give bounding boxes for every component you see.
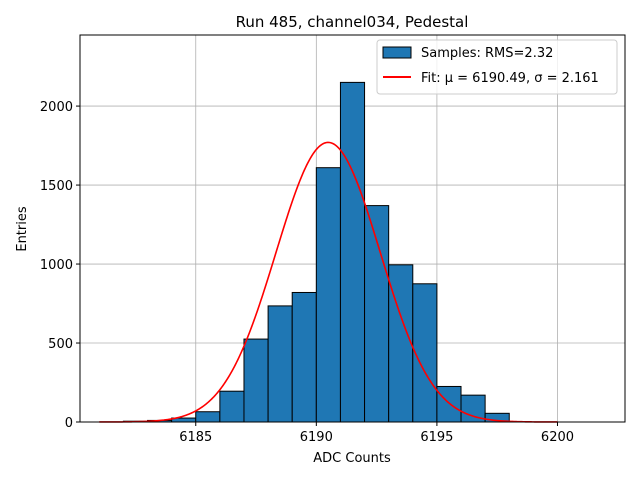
legend-box	[376, 39, 618, 95]
legend-fit-label: Fit: μ = 6190.49, σ = 2.161	[421, 71, 599, 86]
y-tick-label: 1000	[40, 258, 73, 273]
plot-frame	[79, 34, 626, 423]
fit-curve	[99, 141, 558, 423]
histogram-bar	[195, 411, 221, 423]
y-axis-label: Entries	[15, 206, 30, 252]
histogram-bar	[219, 390, 245, 423]
chart-title: Run 485, channel034, Pedestal	[236, 13, 469, 31]
histogram-bar	[436, 385, 462, 423]
legend-histogram-label: Samples: RMS=2.32	[421, 46, 553, 61]
y-tick-label: 1500	[40, 179, 73, 194]
x-tick-label: 6195	[420, 430, 453, 445]
histogram-bar	[267, 305, 293, 423]
legend-histogram-swatch	[382, 46, 412, 59]
histogram-bar	[243, 338, 269, 423]
x-axis-label: ADC Counts	[313, 451, 391, 466]
histogram-bar	[339, 81, 366, 423]
histogram-bar	[412, 283, 438, 423]
histogram-bar	[315, 167, 341, 423]
legend: Samples: RMS=2.32 Fit: μ = 6190.49, σ = …	[376, 39, 618, 95]
y-axis-ticks: 0 500 1000 1500 2000	[40, 100, 80, 431]
histogram-bar	[291, 291, 317, 423]
x-tick-label: 6200	[541, 430, 574, 445]
y-tick-label: 0	[65, 416, 73, 431]
y-tick-label: 500	[48, 337, 73, 352]
y-tick-label: 2000	[40, 100, 73, 115]
fit-curve-layer	[99, 141, 558, 423]
x-tick-label: 6185	[179, 430, 212, 445]
x-tick-label: 6190	[300, 430, 333, 445]
x-axis-ticks: 6185 6190 6195 6200	[179, 422, 574, 445]
